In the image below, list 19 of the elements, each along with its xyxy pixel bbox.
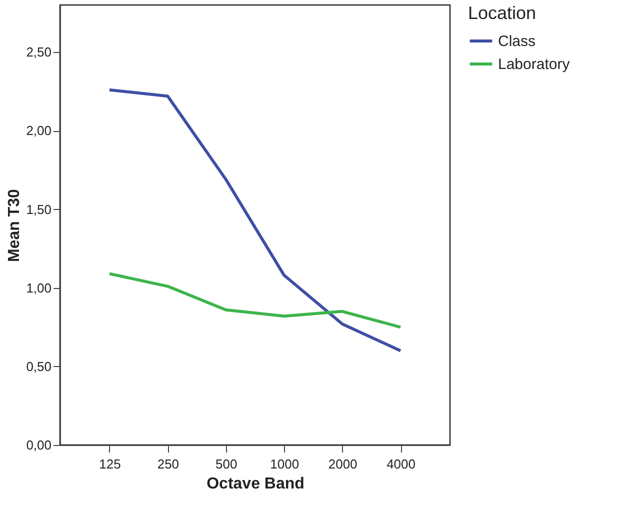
y-tick-label: 2,00 xyxy=(26,123,52,138)
x-tick-label: 125 xyxy=(99,456,121,472)
x-tick-label: 4000 xyxy=(386,456,416,472)
x-tick-label: 2000 xyxy=(328,456,358,472)
x-tick-label: 250 xyxy=(157,456,180,472)
y-tick-label: 0,50 xyxy=(26,358,52,374)
line-series xyxy=(108,272,402,329)
y-tick-label: 2,50 xyxy=(26,44,52,60)
line-series xyxy=(108,88,402,352)
x-axis-title: Octave Band xyxy=(206,476,304,492)
y-tick-label: 0,00 xyxy=(26,438,52,452)
y-axis-title: Mean T30 xyxy=(6,188,24,262)
x-tick-label: 1000 xyxy=(270,456,300,472)
legend-title: Location xyxy=(468,3,536,23)
legend-label: Laboratory xyxy=(498,56,570,73)
x-tick-label: 500 xyxy=(216,456,238,472)
y-tick-label: 1,50 xyxy=(26,202,52,217)
legend-label: Class xyxy=(498,33,536,50)
y-tick-label: 1,00 xyxy=(26,280,52,296)
